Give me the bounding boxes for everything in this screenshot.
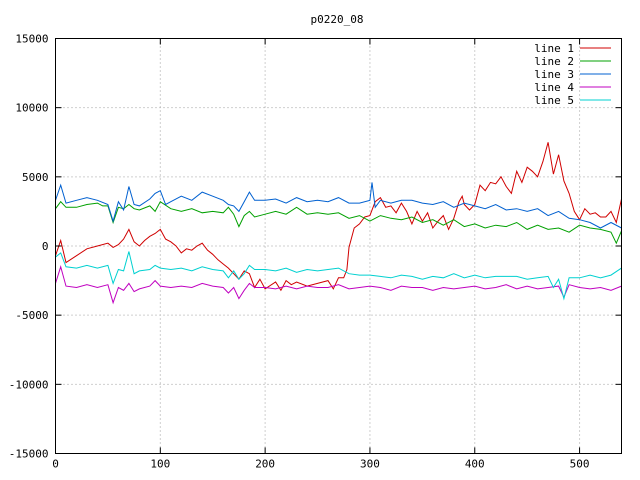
y-tick-label: 10000 xyxy=(15,102,48,115)
x-tick-label: 200 xyxy=(255,458,275,471)
legend-label: line 5 xyxy=(534,94,574,107)
x-tick-label: 0 xyxy=(52,458,59,471)
legend-label: line 2 xyxy=(534,55,574,68)
chart-title: p0220_08 xyxy=(311,13,364,26)
x-tick-label: 500 xyxy=(570,458,590,471)
x-tick-label: 400 xyxy=(465,458,485,471)
series-line-4 xyxy=(55,265,622,305)
series-line-1 xyxy=(55,142,622,292)
legend-label: line 4 xyxy=(534,81,574,94)
series-line-3 xyxy=(55,182,622,229)
legend-label: line 3 xyxy=(534,68,574,81)
y-tick-label: -15000 xyxy=(9,448,49,461)
y-tick-label: -10000 xyxy=(9,378,49,391)
x-tick-label: 100 xyxy=(150,458,170,471)
x-tick-label: 300 xyxy=(360,458,380,471)
y-tick-label: 15000 xyxy=(15,33,48,46)
series-group xyxy=(55,142,622,305)
y-tick-label: 0 xyxy=(42,240,49,253)
series-line-2 xyxy=(55,200,622,245)
legend-label: line 1 xyxy=(534,42,574,55)
x-axis-ticks: 0 100 200 300 400 500 xyxy=(52,38,590,471)
series-line-5 xyxy=(55,251,622,301)
y-tick-label: -5000 xyxy=(15,309,48,322)
y-axis-ticks: -15000 -10000 -5000 0 5000 10000 15000 xyxy=(9,33,622,461)
y-tick-label: 5000 xyxy=(22,171,49,184)
